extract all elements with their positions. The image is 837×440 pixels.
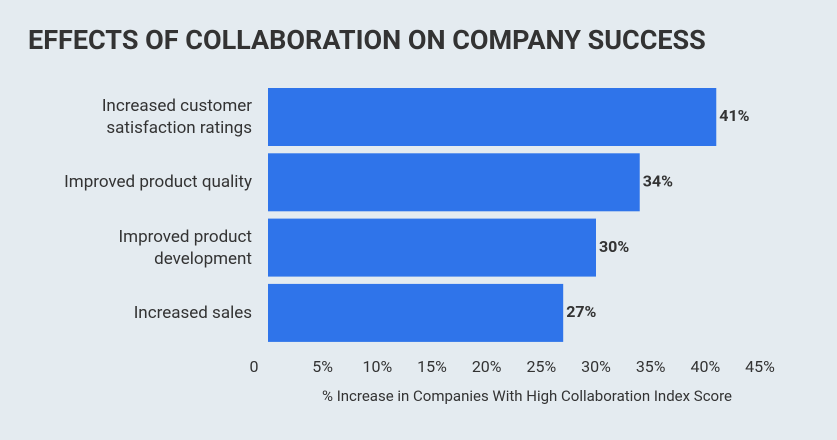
bar [268, 283, 564, 342]
y-tick-label: Improved product development [118, 226, 252, 269]
value-label: 34% [643, 172, 673, 191]
x-tick-label: 5% [312, 357, 333, 376]
bar [268, 153, 640, 212]
x-tick-label: 0 [250, 357, 259, 376]
x-tick-label: 35% [636, 357, 666, 376]
x-tick-label: 40% [690, 357, 720, 376]
x-tick-label: 30% [581, 357, 611, 376]
bar [268, 88, 717, 146]
x-tick-label: 15% [417, 357, 447, 376]
value-label: 41% [719, 106, 749, 125]
chart-title: EFFECTS OF COLLABORATION ON COMPANY SUCC… [28, 24, 706, 56]
y-tick-label: Improved product quality [64, 172, 252, 193]
x-tick-label: 45% [745, 357, 775, 376]
y-tick-label: Increased sales [133, 302, 252, 323]
value-label: 27% [566, 302, 596, 321]
x-tick-label: 25% [526, 357, 556, 376]
bar [268, 218, 596, 277]
x-tick-label: 20% [472, 357, 502, 376]
x-tick-label: 10% [362, 357, 392, 376]
y-tick-label: Increased customer satisfaction ratings [101, 96, 252, 138]
value-label: 30% [599, 237, 629, 256]
x-axis-label: % Increase in Companies With High Collab… [322, 387, 732, 405]
